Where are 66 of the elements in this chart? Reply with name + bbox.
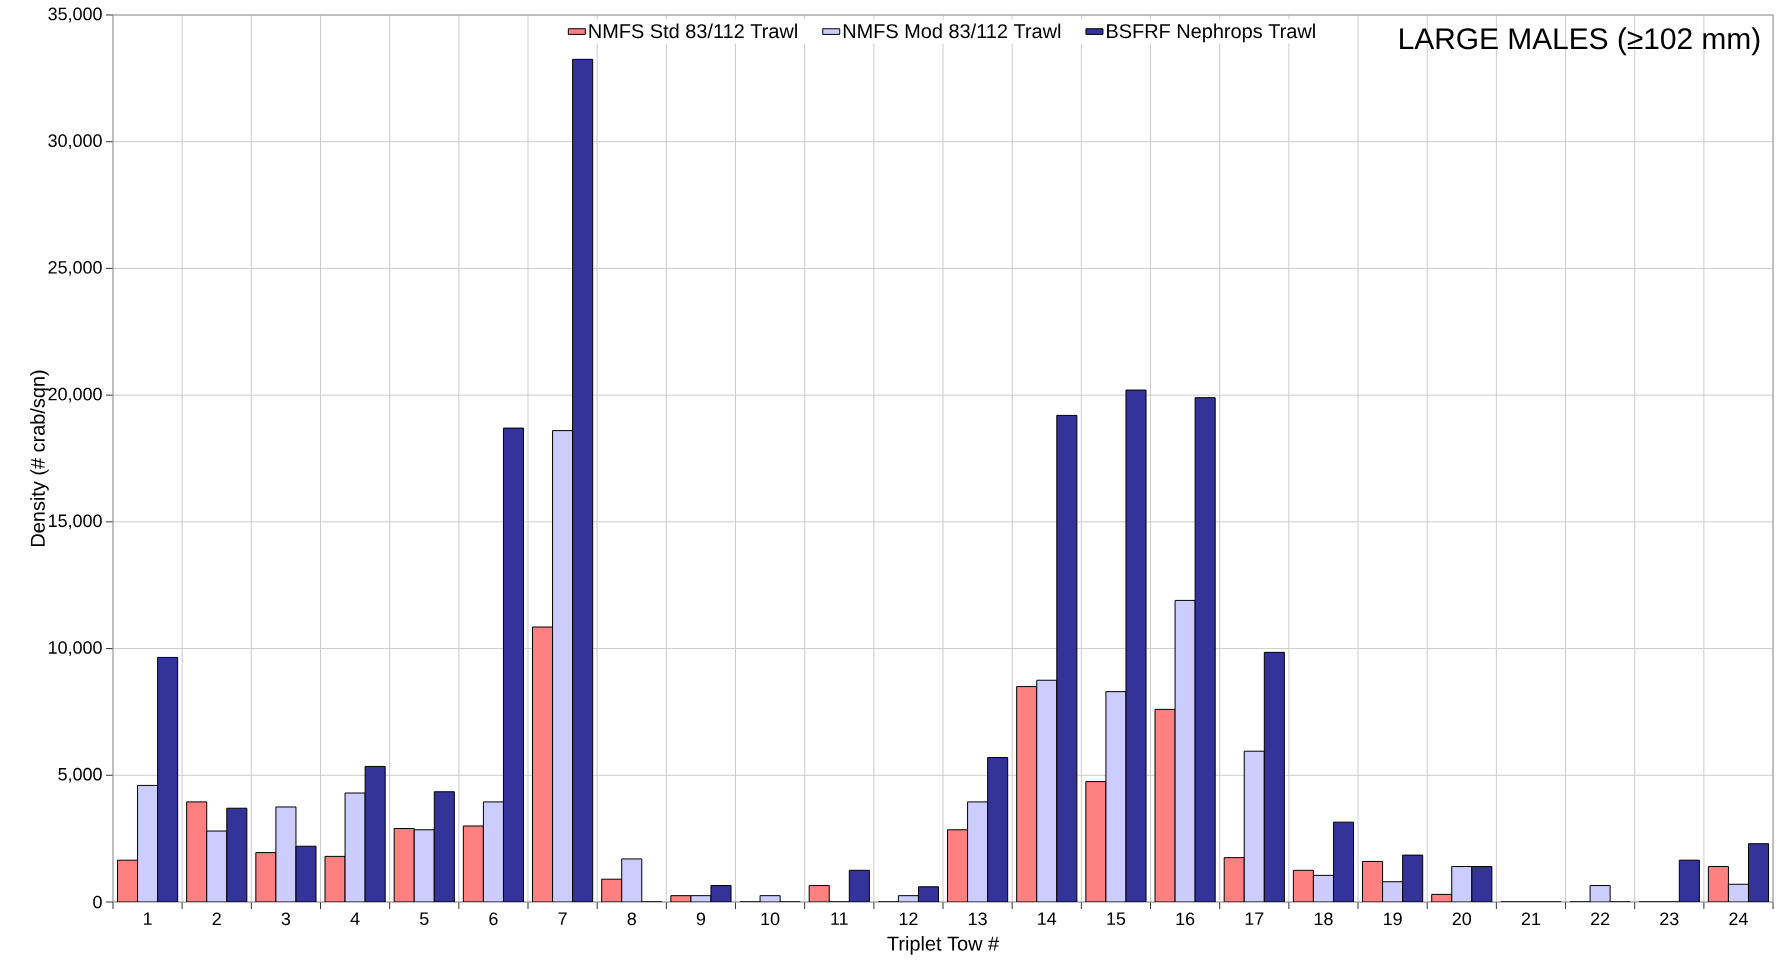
y-tick-label: 10,000 <box>48 641 102 656</box>
bar <box>117 860 138 902</box>
x-tick-label: 20 <box>1452 912 1472 926</box>
legend-label: NMFS Std 83/112 Trawl <box>589 23 797 39</box>
bar <box>987 757 1008 902</box>
y-tick-label: 25,000 <box>48 261 102 276</box>
x-tick-label: 7 <box>558 912 567 925</box>
bar <box>1747 843 1770 902</box>
bar <box>572 59 593 902</box>
bar <box>1195 397 1216 902</box>
bar <box>532 627 553 902</box>
bar <box>947 829 968 902</box>
bar <box>157 657 178 902</box>
bar <box>1264 652 1285 902</box>
x-tick-label: 13 <box>968 912 987 926</box>
x-tick-label: 11 <box>831 912 848 925</box>
bar <box>1707 866 1729 902</box>
x-tick-label: 12 <box>899 912 918 926</box>
bar <box>849 870 870 902</box>
x-tick-label: 1 <box>143 912 152 925</box>
x-tick-label: 21 <box>1521 912 1541 926</box>
x-tick-label: 8 <box>627 912 636 926</box>
x-tick-label: 4 <box>350 912 360 925</box>
x-tick-label: 16 <box>1176 912 1195 926</box>
y-tick-label: 20,000 <box>48 387 102 403</box>
bar <box>1293 870 1314 902</box>
x-tick-label: 6 <box>489 912 498 926</box>
x-tick-label: 17 <box>1245 912 1264 925</box>
x-tick-label: 23 <box>1660 912 1679 926</box>
bar <box>503 428 524 902</box>
y-axis-title: Density (# crab/sqn) <box>30 370 49 546</box>
x-tick-label: 19 <box>1384 912 1402 926</box>
legend-label: BSFRF Nephrops Trawl <box>1107 23 1315 43</box>
bar <box>365 766 386 902</box>
x-tick-label: 2 <box>212 912 221 926</box>
bar <box>1056 415 1077 902</box>
bar <box>394 828 415 902</box>
x-tick-label: 9 <box>696 912 706 926</box>
x-tick-label: 24 <box>1729 912 1748 926</box>
y-tick-label: 35,000 <box>48 7 102 23</box>
bar <box>1362 861 1383 902</box>
bar <box>186 801 207 902</box>
bar <box>1679 860 1700 902</box>
bar <box>1402 855 1423 902</box>
bar <box>1471 866 1492 902</box>
y-tick-label: 30,000 <box>48 134 102 150</box>
bar <box>255 852 276 902</box>
y-tick-label: 5,000 <box>58 767 102 783</box>
x-tick-label: 5 <box>419 912 429 926</box>
y-tick-label: 15,000 <box>48 514 102 530</box>
bar <box>226 808 247 902</box>
bar <box>1224 857 1245 902</box>
x-axis-title: Triplet Tow # <box>887 936 999 955</box>
x-tick-label: 10 <box>761 912 780 926</box>
legend-label: NMFS Mod 83/112 Trawl <box>843 23 1061 39</box>
bar <box>463 825 484 902</box>
x-tick-label: 14 <box>1038 912 1057 925</box>
y-tick-label: 0 <box>93 895 102 909</box>
chart-title: LARGE MALES (≥102 mm) <box>1400 27 1760 56</box>
x-tick-label: 22 <box>1591 912 1610 926</box>
bar <box>434 791 455 902</box>
x-tick-label: 18 <box>1314 912 1333 926</box>
bar <box>1333 822 1354 902</box>
x-tick-label: 15 <box>1107 912 1126 926</box>
x-tick-label: 3 <box>281 912 291 926</box>
bar <box>1016 686 1037 902</box>
